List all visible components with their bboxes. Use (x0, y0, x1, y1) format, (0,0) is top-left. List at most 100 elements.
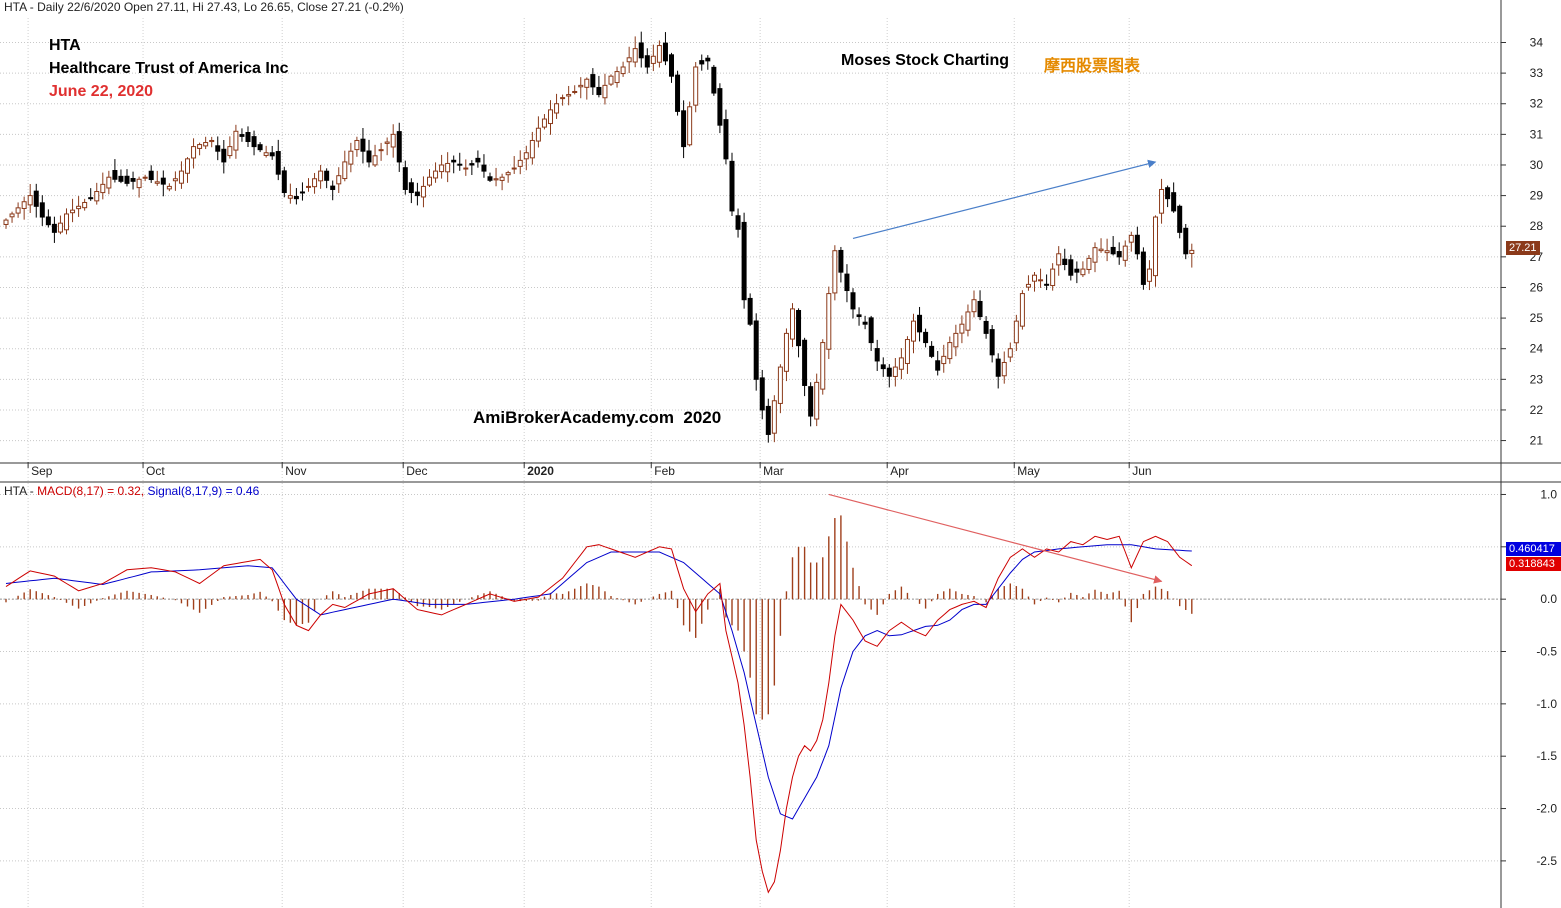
candle (820, 339, 826, 395)
candle (989, 325, 995, 363)
candle (106, 170, 112, 195)
candle-body (172, 178, 178, 182)
candle (705, 55, 711, 70)
candle-body (499, 176, 505, 181)
macd-histogram (5, 515, 1193, 720)
candle-body (197, 144, 203, 149)
candle (487, 172, 493, 183)
candle (154, 170, 160, 186)
macd-lines (5, 535, 1193, 894)
candle (39, 195, 45, 226)
candle (892, 358, 898, 387)
candle (523, 145, 529, 171)
candle (741, 212, 747, 309)
candle-body (862, 321, 868, 325)
candle (118, 169, 124, 184)
candle-body (378, 149, 384, 152)
price-tick-label: 25 (1530, 311, 1544, 325)
macd-legend: HTA - MACD(8,17) = 0.32, Signal(8,17,9) … (4, 484, 259, 498)
candle-body (1116, 251, 1122, 258)
month-label: Nov (285, 464, 306, 478)
candle-body (239, 134, 245, 137)
candle-body (57, 222, 63, 233)
candle (185, 157, 190, 183)
candle (1074, 261, 1080, 284)
macd-tick-label: -1.5 (1536, 749, 1557, 763)
candlestick-series (3, 31, 1195, 443)
candle-body (777, 366, 783, 404)
candle (469, 160, 475, 176)
candle (923, 328, 929, 348)
candle-body (451, 159, 457, 163)
candle (142, 174, 148, 182)
candle (433, 162, 439, 183)
candle (445, 152, 451, 183)
candle-body (1171, 192, 1177, 212)
candle-body (1080, 268, 1086, 276)
watermark: AmiBrokerAcademy.com 2020 (473, 408, 722, 427)
candle (227, 136, 233, 159)
candle-body (439, 164, 445, 173)
candle-body (15, 207, 21, 214)
candle-body (783, 332, 789, 372)
candle (662, 32, 668, 66)
candle-body (977, 300, 983, 318)
candle (1086, 254, 1092, 274)
candle-body (336, 175, 342, 185)
candle-body (463, 167, 469, 170)
candle (632, 36, 638, 68)
price-tick-label: 30 (1530, 158, 1544, 172)
candle-body (251, 136, 257, 148)
candle-body (626, 57, 632, 63)
candle-body (1104, 250, 1110, 254)
candle (1056, 246, 1062, 276)
candle (1013, 314, 1019, 352)
macd-tick-label: -2.5 (1536, 854, 1557, 868)
price-tick-label: 21 (1530, 434, 1544, 448)
candle (215, 136, 221, 161)
candle (511, 156, 517, 174)
candle-body (554, 103, 560, 114)
candle (911, 313, 916, 354)
candle (1134, 226, 1140, 260)
candle (596, 75, 602, 98)
candle (759, 369, 765, 420)
candle (765, 398, 771, 443)
candle-body (1153, 216, 1158, 277)
candle (771, 395, 777, 443)
candle-body (578, 84, 584, 88)
candle-body (826, 293, 832, 350)
candle (191, 138, 197, 169)
candle-body (904, 339, 910, 364)
candle-body (529, 139, 535, 159)
candle (1128, 231, 1134, 252)
candle (808, 382, 814, 427)
candle-body (384, 141, 390, 144)
candle-body (929, 345, 935, 357)
macd-tick-label: 0.0 (1540, 592, 1557, 606)
candle (856, 307, 862, 326)
candle (378, 142, 384, 161)
candle-body (1189, 249, 1195, 254)
candle-body (154, 181, 160, 184)
candle (1189, 243, 1195, 268)
candle-body (312, 178, 318, 188)
macd-legend-prefix: HTA - (4, 484, 38, 498)
candle-body (541, 118, 547, 128)
candle (693, 62, 699, 113)
candle-body (965, 311, 971, 331)
ticker-label: HTA (49, 37, 81, 54)
candle-body (971, 299, 977, 313)
candle (650, 44, 656, 72)
candle (1007, 342, 1013, 363)
candle-body (1110, 246, 1116, 255)
candle-body (898, 357, 904, 370)
candle-body (820, 342, 826, 390)
candle (1183, 224, 1189, 260)
candle-body (402, 167, 408, 190)
macd-tick-label: 1.0 (1540, 487, 1557, 501)
candle (269, 145, 275, 160)
candle-body (124, 175, 130, 184)
trendlines (828, 159, 1163, 584)
